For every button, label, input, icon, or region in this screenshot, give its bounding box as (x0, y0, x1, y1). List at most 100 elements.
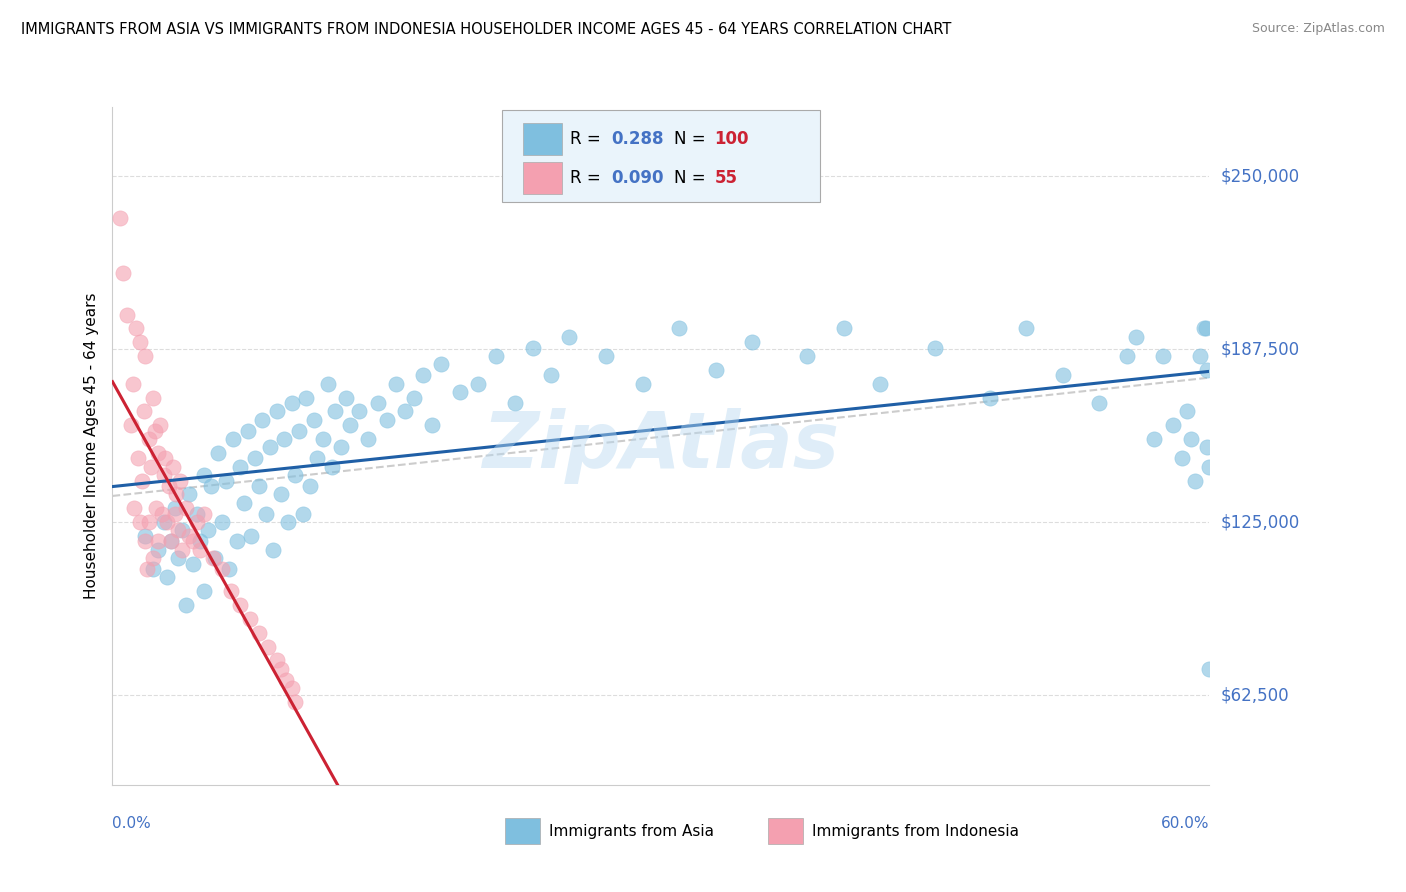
Point (1052, 368, 1074, 383)
Point (321, 459, 343, 474)
Point (179, 529, 201, 543)
Point (288, 424, 311, 438)
Point (284, 468, 307, 483)
Point (211, 562, 233, 576)
Point (170, 524, 193, 538)
Point (262, 542, 284, 557)
Point (1198, 662, 1220, 676)
Text: ZipAtlas: ZipAtlas (482, 408, 839, 484)
Point (357, 432, 380, 446)
Point (211, 515, 233, 529)
Point (156, 515, 179, 529)
Point (430, 357, 453, 371)
Point (449, 385, 471, 400)
Point (142, 391, 165, 405)
Point (221, 584, 243, 599)
Point (307, 451, 329, 466)
Point (121, 376, 143, 391)
Point (134, 349, 156, 363)
Point (186, 507, 208, 521)
Point (280, 681, 302, 695)
Point (179, 487, 201, 501)
Point (170, 542, 193, 557)
Point (233, 496, 256, 510)
Point (1153, 349, 1175, 363)
Point (270, 662, 292, 676)
Text: Immigrants from Asia: Immigrants from Asia (548, 823, 714, 838)
Point (295, 391, 318, 405)
Point (127, 451, 149, 466)
Text: N =: N = (673, 130, 711, 148)
Point (832, 321, 855, 335)
Point (1192, 321, 1215, 335)
Point (197, 524, 219, 538)
Text: R =: R = (569, 130, 606, 148)
Text: $62,500: $62,500 (1220, 686, 1289, 704)
Point (149, 418, 172, 433)
Point (160, 534, 183, 549)
Point (385, 376, 408, 391)
Point (1180, 432, 1202, 446)
Point (312, 432, 335, 446)
Point (193, 584, 215, 599)
Point (273, 432, 295, 446)
Point (236, 424, 259, 438)
Point (143, 424, 166, 438)
FancyBboxPatch shape (505, 818, 540, 844)
FancyBboxPatch shape (502, 111, 820, 202)
Point (152, 468, 174, 483)
Point (215, 474, 238, 488)
Text: 0.090: 0.090 (612, 169, 664, 187)
Point (1171, 451, 1194, 466)
Point (325, 404, 347, 418)
Point (181, 557, 204, 571)
Point (298, 479, 321, 493)
Point (239, 612, 262, 626)
Point (503, 396, 526, 410)
Point (218, 562, 240, 576)
Text: Source: ZipAtlas.com: Source: ZipAtlas.com (1251, 22, 1385, 36)
Text: $187,500: $187,500 (1220, 340, 1299, 359)
Point (247, 479, 270, 493)
Point (229, 598, 252, 612)
Point (276, 673, 298, 687)
Point (136, 562, 159, 576)
Point (1189, 349, 1212, 363)
Text: $125,000: $125,000 (1220, 513, 1299, 531)
Point (668, 321, 690, 335)
Point (243, 451, 266, 466)
Text: N =: N = (673, 169, 711, 187)
Point (193, 507, 215, 521)
Point (142, 562, 165, 576)
Point (181, 534, 204, 549)
Point (412, 368, 434, 383)
Point (522, 341, 544, 355)
Point (157, 479, 180, 493)
Point (186, 515, 208, 529)
Point (254, 507, 277, 521)
Point (202, 551, 225, 566)
Y-axis label: Householder Income Ages 45 - 64 years: Householder Income Ages 45 - 64 years (83, 293, 98, 599)
Point (704, 363, 727, 377)
Point (1015, 321, 1038, 335)
Point (204, 551, 226, 566)
Point (163, 507, 186, 521)
Point (1175, 404, 1198, 418)
Point (152, 515, 174, 529)
Point (188, 534, 211, 549)
Point (335, 391, 357, 405)
Point (134, 529, 156, 543)
Point (139, 459, 162, 474)
Point (138, 432, 160, 446)
Text: Immigrants from Indonesia: Immigrants from Indonesia (813, 823, 1019, 838)
Point (174, 501, 197, 516)
Text: R =: R = (569, 169, 606, 187)
Point (979, 391, 1001, 405)
Point (1088, 396, 1111, 410)
Text: $250,000: $250,000 (1220, 167, 1299, 186)
Point (167, 551, 190, 566)
Point (349, 404, 371, 418)
FancyBboxPatch shape (768, 818, 803, 844)
Point (166, 487, 188, 501)
Point (540, 368, 562, 383)
